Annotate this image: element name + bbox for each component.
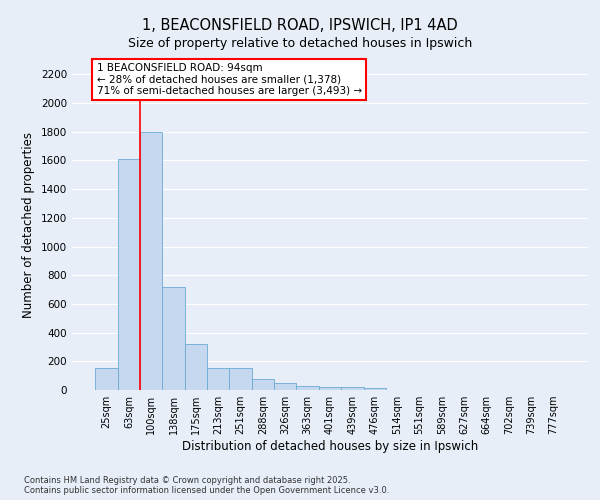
Bar: [296, 386, 319, 390]
Bar: [229, 368, 252, 390]
Bar: [163, 286, 185, 390]
Bar: [252, 378, 274, 390]
Bar: [95, 368, 118, 390]
X-axis label: Distribution of detached houses by size in Ipswich: Distribution of detached houses by size …: [182, 440, 478, 453]
Text: 1 BEACONSFIELD ROAD: 94sqm
← 28% of detached houses are smaller (1,378)
71% of s: 1 BEACONSFIELD ROAD: 94sqm ← 28% of deta…: [97, 63, 362, 96]
Bar: [185, 344, 207, 390]
Bar: [319, 387, 341, 390]
Bar: [274, 383, 296, 390]
Text: 1, BEACONSFIELD ROAD, IPSWICH, IP1 4AD: 1, BEACONSFIELD ROAD, IPSWICH, IP1 4AD: [142, 18, 458, 32]
Text: Contains HM Land Registry data © Crown copyright and database right 2025.
Contai: Contains HM Land Registry data © Crown c…: [24, 476, 389, 495]
Bar: [118, 159, 140, 390]
Bar: [140, 132, 163, 390]
Bar: [364, 388, 386, 390]
Text: Size of property relative to detached houses in Ipswich: Size of property relative to detached ho…: [128, 38, 472, 51]
Bar: [207, 368, 229, 390]
Bar: [341, 387, 364, 390]
Y-axis label: Number of detached properties: Number of detached properties: [22, 132, 35, 318]
